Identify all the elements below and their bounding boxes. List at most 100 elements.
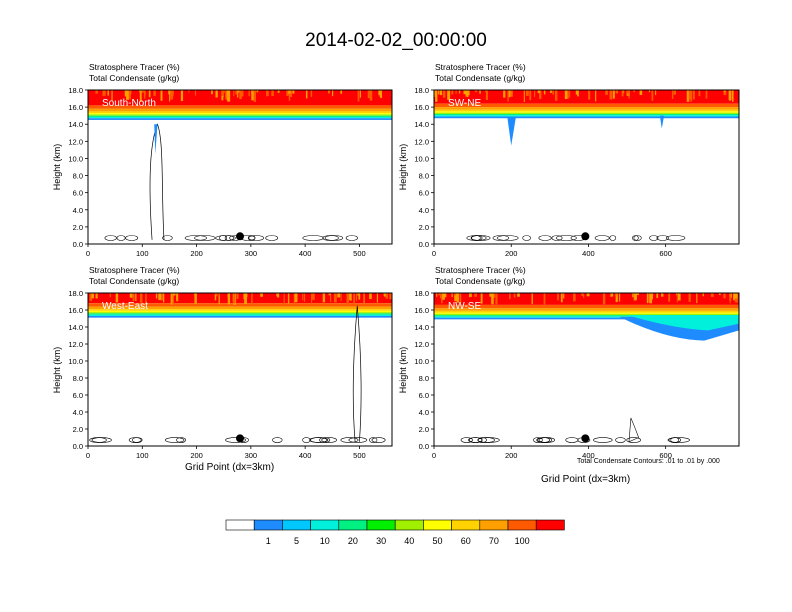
tracer-streak — [573, 293, 576, 302]
tracer-band-4 — [434, 111, 739, 113]
tracer-streak — [595, 90, 597, 102]
y-tick-label: 0.0 — [73, 240, 83, 249]
y-tick-label: 8.0 — [419, 374, 429, 383]
condensate-contour — [609, 235, 617, 241]
tracer-streak — [328, 293, 331, 296]
condensate-contour — [321, 437, 337, 443]
tracer-streak — [451, 293, 453, 298]
tracer-streak — [235, 90, 238, 95]
tracer-streak — [649, 293, 653, 304]
condensate-contour — [555, 235, 577, 241]
tracer-streak — [480, 293, 483, 304]
tracer-streak — [531, 293, 533, 305]
tracer-streak — [214, 293, 217, 301]
tracer-streak — [221, 90, 224, 96]
tracer-streak — [447, 90, 451, 100]
tracer-streak — [634, 293, 637, 301]
condensate-contour — [492, 235, 510, 241]
y-tick-label: 16.0 — [68, 103, 83, 112]
tracer-streak — [676, 293, 678, 303]
condensate-contour — [594, 235, 610, 241]
tracer-streak — [543, 293, 546, 305]
y-tick-label: 12.0 — [414, 137, 429, 146]
tracer-streak — [517, 293, 520, 297]
tracer-streak — [705, 90, 708, 99]
colorbar-label: 50 — [432, 536, 442, 546]
tracer-streak — [260, 293, 263, 297]
tracer-streak — [337, 293, 341, 298]
plot-frame — [87, 89, 393, 245]
tracer-streak — [143, 90, 146, 99]
tracer-band-8 — [88, 118, 392, 120]
tracer-streak — [529, 90, 532, 101]
condensate-contour — [477, 437, 487, 443]
tracer-streak — [621, 90, 624, 97]
x-tick-label: 300 — [245, 249, 258, 258]
condensate-tower — [352, 305, 362, 442]
condensate-contour — [468, 437, 483, 443]
tracer-streak — [211, 90, 213, 95]
condensate-contour — [649, 235, 659, 241]
tracer-streak — [474, 293, 477, 297]
tracer-streak — [434, 90, 436, 97]
tracer-band-0 — [434, 293, 739, 305]
tracer-streak — [442, 293, 445, 300]
tracer-streak — [331, 90, 334, 97]
tracer-streak — [557, 293, 559, 301]
condensate-contour — [538, 235, 552, 241]
tracer-streak — [359, 90, 361, 98]
tracer-streak — [581, 293, 584, 297]
panel-1: 0.0 2.0 4.0 6.0 8.0 10.0 12.0 14.0 16.0 18.0 0 100 2… — [52, 86, 393, 258]
tracer-streak — [288, 90, 291, 94]
condensate-contour — [615, 437, 626, 443]
condensate-contour — [248, 235, 265, 241]
condensate-contour — [667, 437, 690, 443]
tracer-streak — [170, 293, 173, 305]
tracer-streak — [648, 90, 651, 93]
condensate-contour — [91, 437, 112, 443]
y-tick-label: 14.0 — [414, 120, 429, 129]
condensate-contour — [522, 235, 531, 241]
condensate-contour — [302, 437, 311, 443]
tracer-streak — [172, 90, 174, 98]
tracer-streak — [139, 293, 143, 303]
tracer-streak — [469, 293, 471, 298]
y-axis-title: Height (km) — [52, 144, 62, 191]
y-tick-label: 14.0 — [68, 120, 83, 129]
tracer-streak — [729, 90, 731, 101]
tracer-streak — [358, 293, 361, 300]
tracer-streak — [248, 90, 250, 97]
tracer-band-6 — [434, 315, 739, 317]
tracer-streak — [353, 293, 355, 304]
tracer-streak — [569, 90, 571, 98]
tracer-streak — [236, 293, 239, 300]
condensate-contour — [164, 437, 185, 443]
condensate-contour — [340, 437, 359, 443]
tracer-streak — [668, 293, 671, 302]
condensate-contour — [265, 235, 279, 241]
tracer-streak — [102, 90, 105, 97]
x-tick-label: 0 — [86, 249, 90, 258]
tracer-streak — [552, 90, 555, 95]
cross-section-name: South-North — [102, 98, 156, 109]
colorbar-swatch — [310, 519, 340, 531]
tracer-streak — [554, 90, 558, 101]
y-tick-label: 2.0 — [419, 223, 429, 232]
tracer-streak — [509, 293, 511, 300]
y-tick-label: 6.0 — [73, 189, 83, 198]
tracer-streak — [139, 90, 141, 93]
condensate-tower — [149, 123, 165, 240]
tracer-band-3 — [434, 310, 739, 313]
condensate-contour — [633, 235, 642, 241]
y-tick-label: 0.0 — [419, 240, 429, 249]
colorbar-swatch — [253, 519, 283, 531]
tracer-streak — [289, 90, 293, 97]
tracer-streak — [180, 90, 184, 102]
condensate-contour — [247, 235, 256, 241]
y-tick-label: 6.0 — [419, 189, 429, 198]
tracer-streak — [303, 293, 306, 302]
tracer-streak — [465, 90, 469, 97]
tracer-streak — [194, 293, 197, 304]
tracer-streak — [302, 293, 304, 301]
colorbar-label: 5 — [294, 536, 299, 546]
